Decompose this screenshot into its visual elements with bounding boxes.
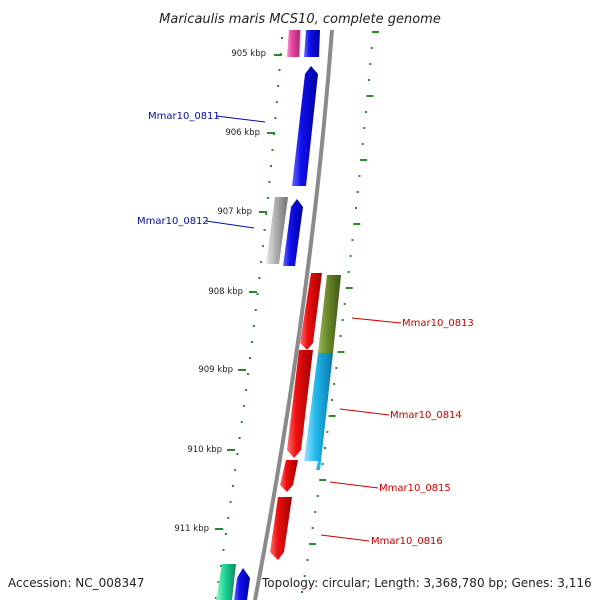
gene-label-mmar10-0815[interactable]: Mmar10_0815 <box>379 483 451 494</box>
gene-cyan-tail <box>316 461 321 470</box>
gene-blue-top[interactable] <box>304 30 320 57</box>
kbp-label: 905 kbp <box>231 49 266 59</box>
gene-mmar10-0813-red[interactable] <box>300 273 322 350</box>
accession-text: Accession: NC_008347 <box>8 576 144 590</box>
gene-labels: Mmar10_0811 Mmar10_0812 Mmar10_0813 Mmar… <box>137 111 474 547</box>
kbp-label: 906 kbp <box>225 128 260 138</box>
kbp-tick-908: 908 kbp <box>208 287 257 297</box>
leader-line <box>329 481 379 489</box>
gene-label-mmar10-0814[interactable]: Mmar10_0814 <box>390 410 462 421</box>
gene-grey[interactable] <box>266 197 288 264</box>
gene-mmar10-0815[interactable] <box>280 460 298 492</box>
gene-label-mmar10-0816[interactable]: Mmar10_0816 <box>371 536 443 547</box>
kbp-label: 908 kbp <box>208 287 243 297</box>
gene-teal-bottom[interactable] <box>216 564 236 600</box>
leader-line <box>351 317 402 324</box>
gene-magenta[interactable] <box>287 30 300 57</box>
gene-mmar10-0814-cyan[interactable] <box>304 353 333 461</box>
kbp-label: 911 kbp <box>174 524 209 534</box>
genome-backbone <box>253 29 334 600</box>
kbp-label: 909 kbp <box>198 365 233 375</box>
gene-mmar10-0814-red[interactable] <box>287 350 313 458</box>
map-title: Maricaulis maris MCS10, complete genome <box>159 12 441 27</box>
gene-mmar10-0811[interactable] <box>292 66 318 186</box>
gene-mmar10-0816[interactable] <box>270 497 292 560</box>
gene-blue-bottom[interactable] <box>234 568 250 600</box>
kbp-label: 907 kbp <box>217 207 252 217</box>
leader-line <box>215 115 266 123</box>
leader-line <box>205 220 255 229</box>
outer-scale-dots <box>301 31 379 593</box>
kbp-tick-907: 907 kbp <box>217 207 267 217</box>
topology-text: Topology: circular; Length: 3,368,780 bp… <box>261 576 592 590</box>
leader-line <box>339 408 390 416</box>
kbp-tick-911: 911 kbp <box>174 524 223 534</box>
kbp-tick-905: 905 kbp <box>231 49 282 59</box>
gene-mmar10-0812[interactable] <box>283 199 303 266</box>
kbp-tick-906: 906 kbp <box>225 128 275 138</box>
gene-label-mmar10-0812[interactable]: Mmar10_0812 <box>137 216 209 227</box>
gene-label-mmar10-0813[interactable]: Mmar10_0813 <box>402 318 474 329</box>
leader-line <box>320 534 370 542</box>
gene-mmar10-0813-olive[interactable] <box>318 275 341 353</box>
inner-scale-dots <box>215 37 283 599</box>
gene-track <box>216 30 341 600</box>
kbp-tick-910: 910 kbp <box>187 445 235 455</box>
kbp-scale: 905 kbp 906 kbp 907 kbp 908 kbp 909 kbp … <box>174 49 282 534</box>
gene-label-mmar10-0811[interactable]: Mmar10_0811 <box>148 111 220 122</box>
kbp-tick-909: 909 kbp <box>198 365 246 375</box>
kbp-label: 910 kbp <box>187 445 222 455</box>
